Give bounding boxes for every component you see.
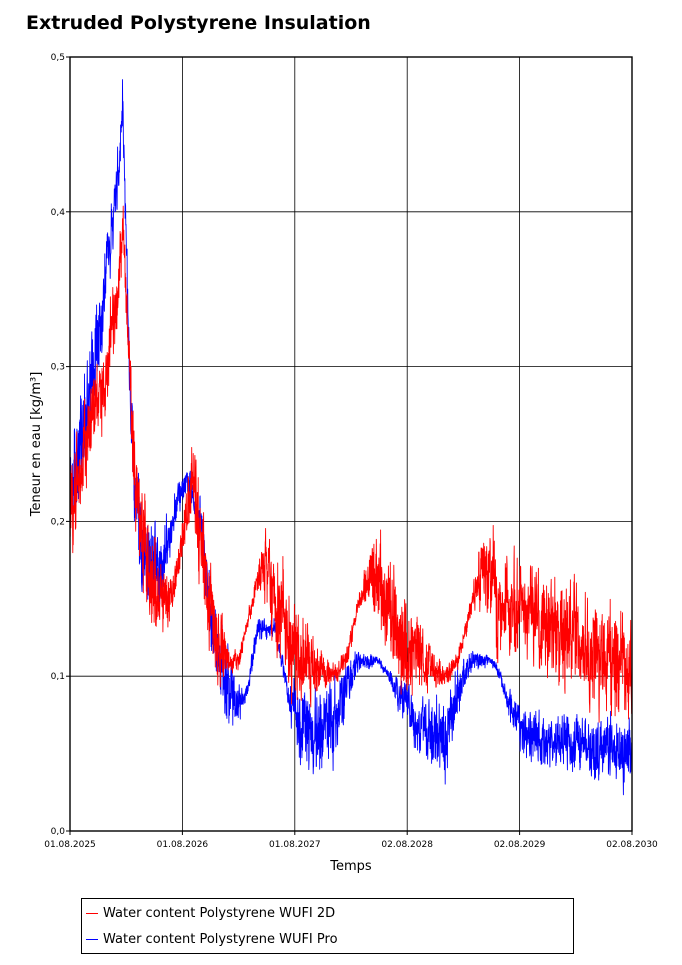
x-tick-label: 01.08.2027	[269, 840, 321, 850]
plot-frame	[69, 56, 633, 832]
legend-item-wufi-2d: Water content Polystyrene WUFI 2D	[86, 904, 335, 922]
y-tick-label: 0,4	[51, 208, 66, 218]
y-tick-label: 0,0	[51, 827, 66, 837]
chart-svg: 0,00,10,20,30,40,5 01.08.2025 01.08.2026 0…	[29, 53, 658, 874]
legend-swatch-blue	[86, 938, 98, 940]
x-tick-label: 01.08.2026	[157, 840, 209, 850]
grid	[70, 57, 632, 831]
x-axis: 01.08.2025 01.08.2026 01.08.2027 02.08.2028…	[44, 831, 658, 850]
y-tick-label: 0,1	[51, 672, 65, 682]
y-axis: 0,0 0,1 0,2 0,3 0,4 0,5	[51, 53, 70, 837]
series-line-wufi-pro	[69, 79, 633, 796]
x-tick-label: 01.08.2025	[44, 840, 96, 850]
y-axis-label: Teneur en eau [kg/m³]	[29, 372, 44, 518]
legend-swatch-red	[86, 912, 98, 914]
legend-item-wufi-pro: Water content Polystyrene WUFI Pro	[86, 930, 338, 948]
y-tick-label: 0,2	[51, 517, 65, 527]
y-tick-label: 0,3	[51, 363, 65, 373]
series-line-wufi-2d	[69, 205, 633, 723]
series-layer	[69, 79, 633, 796]
x-axis-label: Temps	[329, 859, 372, 874]
x-tick-label: 02.08.2030	[606, 840, 658, 850]
chart-title: Extruded Polystyrene Insulation	[26, 12, 371, 34]
legend-label: Water content Polystyrene WUFI Pro	[103, 931, 338, 947]
x-tick-label: 02.08.2029	[494, 840, 546, 850]
y-tick-label: 0,5	[51, 53, 65, 63]
legend: Water content Polystyrene WUFI 2D Water …	[81, 898, 574, 954]
x-tick-label: 02.08.2028	[381, 840, 433, 850]
legend-label: Water content Polystyrene WUFI 2D	[103, 905, 336, 921]
